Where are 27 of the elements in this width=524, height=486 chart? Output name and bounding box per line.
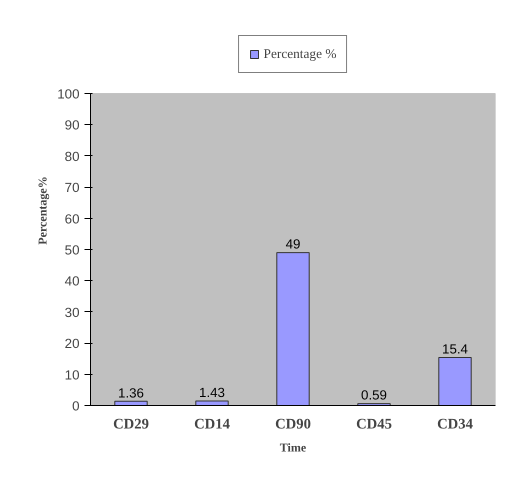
y-tick-label: 90	[64, 118, 80, 133]
bar	[195, 400, 229, 406]
y-tick-label: 20	[64, 336, 80, 352]
x-tick-label: CD34	[437, 416, 474, 432]
y-tick-label: 70	[64, 180, 80, 196]
bar	[438, 356, 472, 406]
data-label: 15.4	[442, 341, 469, 356]
x-axis-title: Time	[280, 440, 307, 454]
y-tick-label: 100	[57, 86, 80, 102]
data-label: 1.36	[118, 385, 144, 400]
y-tick-label: 50	[64, 242, 80, 258]
y-tick-label: 60	[64, 211, 80, 226]
data-label: 49	[286, 236, 300, 252]
x-tick-label: CD45	[356, 416, 392, 432]
y-tick-label: 40	[64, 274, 80, 289]
x-tick-label: CD90	[275, 416, 311, 432]
y-tick-label: 80	[64, 148, 80, 164]
y-tick-label: 10	[64, 367, 80, 382]
x-tick-label: CD29	[113, 416, 149, 432]
legend-label: Percentage %	[264, 46, 336, 62]
y-tick-label: 0	[72, 398, 80, 414]
bar	[276, 252, 310, 406]
data-label: 1.43	[199, 385, 225, 400]
data-label: 0.59	[361, 388, 387, 403]
y-axis-title: Percentage%	[35, 176, 50, 245]
x-tick-label: CD14	[194, 416, 231, 432]
y-tick-label: 30	[64, 304, 80, 320]
